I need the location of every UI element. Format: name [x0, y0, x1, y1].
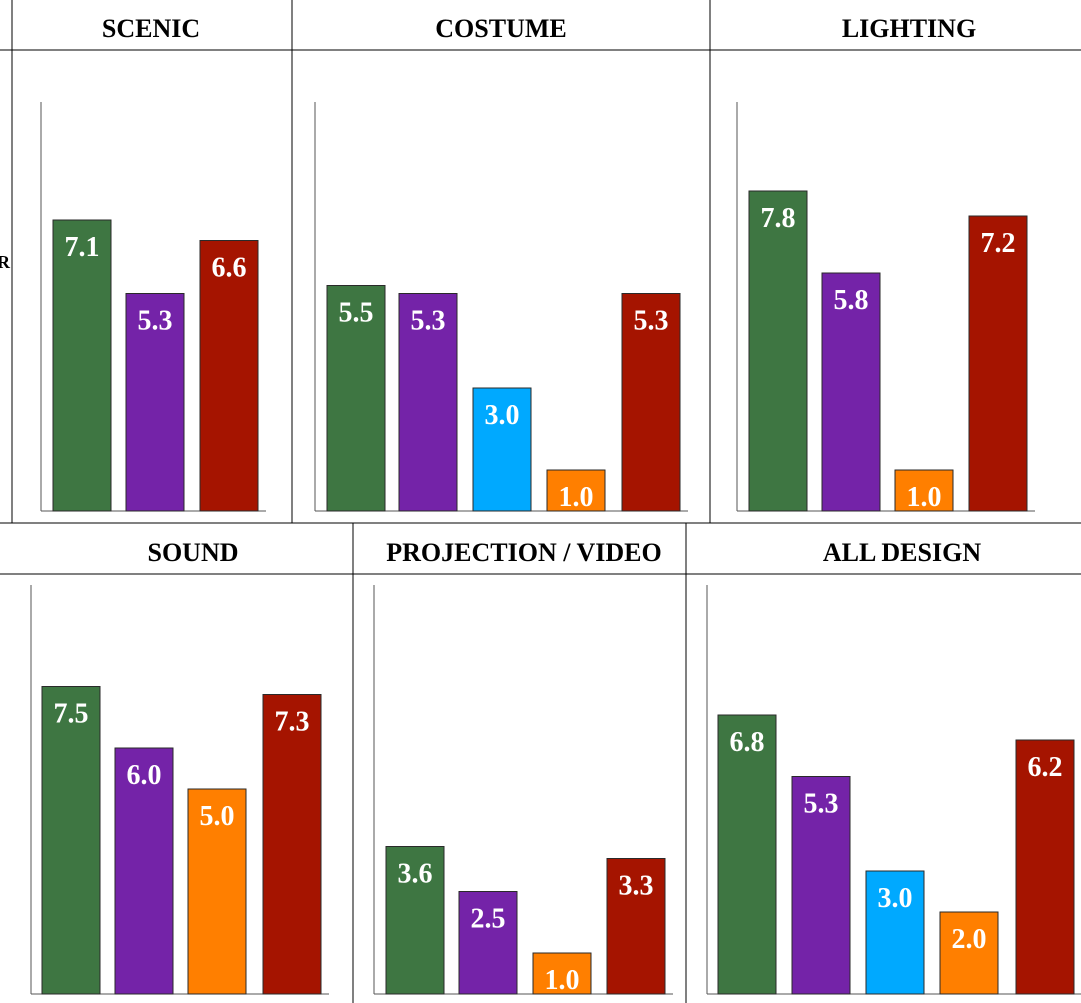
- bar-value-label-sound-purple: 6.0: [127, 760, 162, 791]
- bar-value-label-scenic-red: 6.6: [212, 252, 247, 283]
- bar-all-design-red: [1015, 739, 1075, 995]
- bar-value-label-all-design-blue: 3.0: [878, 883, 913, 914]
- bar-sound-purple: [114, 747, 174, 995]
- bar-value-label-costume-purple: 5.3: [411, 306, 446, 337]
- bar-all-design-green: [717, 714, 777, 995]
- bar-sound-red: [262, 694, 322, 995]
- bar-sound-orange: [187, 788, 247, 995]
- bar-value-label-lighting-red: 7.2: [981, 228, 1016, 259]
- bar-projection-video-orange: [532, 952, 592, 995]
- bar-lighting-green: [748, 190, 808, 512]
- bar-projection-video-green: [385, 845, 445, 995]
- bar-value-label-lighting-green: 7.8: [761, 203, 796, 234]
- bar-value-label-lighting-purple: 5.8: [834, 285, 869, 316]
- bar-value-label-sound-red: 7.3: [275, 707, 310, 738]
- bar-value-label-projection-video-green: 3.6: [398, 858, 433, 889]
- bar-projection-video-red: [606, 858, 666, 995]
- bar-value-label-scenic-purple: 5.3: [138, 306, 173, 337]
- bar-all-design-orange: [939, 911, 999, 995]
- bar-all-design-blue: [865, 870, 925, 995]
- bar-value-label-all-design-green: 6.8: [730, 727, 765, 758]
- bar-costume-purple: [398, 293, 458, 512]
- bar-lighting-purple: [821, 272, 881, 512]
- bar-value-label-all-design-orange: 2.0: [952, 924, 987, 955]
- bar-value-label-scenic-green: 7.1: [65, 232, 100, 263]
- bar-costume-green: [326, 285, 386, 512]
- bar-value-label-all-design-purple: 5.3: [804, 789, 839, 820]
- bar-lighting-red: [968, 215, 1028, 512]
- bar-value-label-costume-blue: 3.0: [485, 400, 520, 431]
- bar-costume-orange: [546, 469, 606, 512]
- panel-title-all-design: ALL DESIGN: [823, 538, 981, 567]
- bar-costume-blue: [472, 387, 532, 512]
- bar-value-label-sound-orange: 5.0: [200, 801, 235, 832]
- bar-value-label-costume-green: 5.5: [339, 298, 374, 329]
- bar-value-label-costume-red: 5.3: [634, 306, 669, 337]
- bar-value-label-sound-green: 7.5: [54, 699, 89, 730]
- bar-scenic-red: [199, 239, 259, 512]
- bar-lighting-orange: [894, 469, 954, 512]
- bar-costume-red: [621, 293, 681, 512]
- stray-edge-letter: R: [0, 252, 11, 272]
- bar-value-label-costume-orange: 1.0: [559, 482, 594, 513]
- bar-sound-green: [41, 686, 101, 995]
- panel-title-sound: SOUND: [147, 538, 238, 567]
- bar-value-label-projection-video-purple: 2.5: [471, 904, 506, 935]
- panel-title-scenic: SCENIC: [102, 14, 200, 43]
- bar-all-design-purple: [791, 776, 851, 995]
- bar-scenic-purple: [125, 293, 185, 512]
- panel-title-costume: COSTUME: [435, 14, 566, 43]
- panel-title-projection-video: PROJECTION / VIDEO: [386, 538, 661, 567]
- bar-scenic-green: [52, 219, 112, 512]
- bar-projection-video-purple: [458, 891, 518, 995]
- bar-value-label-projection-video-orange: 1.0: [545, 965, 580, 996]
- panel-title-lighting: LIGHTING: [842, 14, 976, 43]
- bar-value-label-lighting-orange: 1.0: [907, 482, 942, 513]
- bar-value-label-all-design-red: 6.2: [1028, 752, 1063, 783]
- bar-value-label-projection-video-red: 3.3: [619, 871, 654, 902]
